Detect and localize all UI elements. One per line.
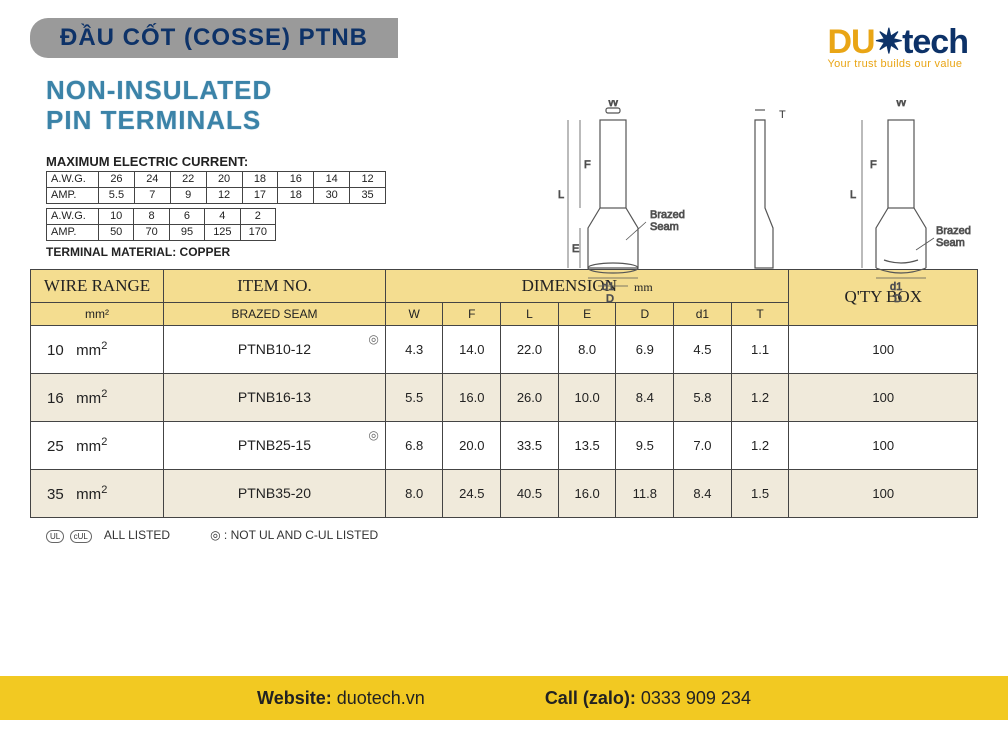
cell-dim: 1.5 xyxy=(731,469,789,517)
cell-item: PTNB25-15◎ xyxy=(164,421,386,469)
cell-dim: 26.0 xyxy=(501,373,559,421)
svg-text:d1: d1 xyxy=(890,281,902,293)
cell-dim: 1.2 xyxy=(731,421,789,469)
max-current-table-2: A.W.G. 10 8 6 4 2 AMP. 50 70 95 125 170 xyxy=(46,208,276,241)
cell-dim: 4.5 xyxy=(674,325,732,373)
cell-item: PTNB16-13 xyxy=(164,373,386,421)
svg-text:Brazed: Brazed xyxy=(936,225,971,237)
cell-dim: 8.4 xyxy=(674,469,732,517)
cell-dim: 14.0 xyxy=(443,325,501,373)
logo-part-du: DU xyxy=(827,23,874,61)
svg-text:T: T xyxy=(779,109,786,121)
cell-dim: 6.8 xyxy=(385,421,443,469)
amp-label: AMP. xyxy=(47,187,99,203)
cell-wire: 10 mm2 xyxy=(31,325,164,373)
cell-dim: 40.5 xyxy=(501,469,559,517)
cul-badge-icon: cUL xyxy=(70,530,92,543)
page-title-text: ĐẦU CỐT (COSSE) PTNB xyxy=(60,24,368,51)
cell-dim: 7.0 xyxy=(674,421,732,469)
cell-wire: 35 mm2 xyxy=(31,469,164,517)
cell-wire: 16 mm2 xyxy=(31,373,164,421)
svg-text:Seam: Seam xyxy=(650,221,679,233)
header-wire-unit: mm² xyxy=(85,307,109,321)
ul-badges: UL cUL ALL LISTED xyxy=(46,528,170,543)
awg-label: A.W.G. xyxy=(47,171,99,187)
cell-dim: 33.5 xyxy=(501,421,559,469)
svg-text:Seam: Seam xyxy=(936,237,965,249)
cell-dim: 10.0 xyxy=(558,373,616,421)
max-current-block: MAXIMUM ELECTRIC CURRENT: A.W.G. 26 24 2… xyxy=(46,154,386,241)
logo-tagline: Your trust builds our value xyxy=(827,58,968,70)
not-ul-listed-note: ◎ : NOT UL AND C-UL LISTED xyxy=(210,528,378,542)
cell-dim: 1.1 xyxy=(731,325,789,373)
table-row: 10 mm2PTNB10-12◎4.314.022.08.06.94.51.11… xyxy=(31,325,978,373)
cell-dim: 8.0 xyxy=(558,325,616,373)
svg-text:W: W xyxy=(896,100,907,109)
cell-dim: 16.0 xyxy=(443,373,501,421)
cell-dim: 5.8 xyxy=(674,373,732,421)
header-item-no: ITEM NO. xyxy=(237,276,312,295)
table-row: 35 mm2PTNB35-208.024.540.516.011.88.41.5… xyxy=(31,469,978,517)
svg-text:Brazed: Brazed xyxy=(650,209,685,221)
cell-dim: 24.5 xyxy=(443,469,501,517)
cell-dim: 1.2 xyxy=(731,373,789,421)
max-current-header: MAXIMUM ELECTRIC CURRENT: xyxy=(46,154,386,169)
svg-text:W: W xyxy=(608,100,619,109)
cell-dim: 13.5 xyxy=(558,421,616,469)
cell-qty: 100 xyxy=(789,469,978,517)
cell-dim: 4.3 xyxy=(385,325,443,373)
cell-qty: 100 xyxy=(789,325,978,373)
cell-item: PTNB35-20 xyxy=(164,469,386,517)
logo-part-tech: tech xyxy=(902,23,968,61)
svg-text:E: E xyxy=(572,243,579,255)
logo-text: DU✷tech xyxy=(827,22,968,62)
svg-text:D: D xyxy=(606,293,614,305)
cell-dim: 8.4 xyxy=(616,373,674,421)
cell-qty: 100 xyxy=(789,373,978,421)
header-brazed-seam: BRAZED SEAM xyxy=(231,307,317,321)
cell-dim: 22.0 xyxy=(501,325,559,373)
cell-qty: 100 xyxy=(789,421,978,469)
svg-text:D: D xyxy=(894,293,902,305)
listed-note: UL cUL ALL LISTED ◎ : NOT UL AND C-UL LI… xyxy=(46,528,1008,543)
table-row: 25 mm2PTNB25-15◎6.820.033.513.59.57.01.2… xyxy=(31,421,978,469)
footer-bar: Website: duotech.vn Call (zalo): 0333 90… xyxy=(0,676,1008,720)
footer-website: Website: duotech.vn xyxy=(257,688,425,709)
table-row: 16 mm2PTNB16-135.516.026.010.08.45.81.21… xyxy=(31,373,978,421)
svg-text:L: L xyxy=(850,189,856,201)
footer-call: Call (zalo): 0333 909 234 xyxy=(545,688,751,709)
svg-text:L: L xyxy=(558,189,564,201)
cell-dim: 8.0 xyxy=(385,469,443,517)
max-current-table-1: A.W.G. 26 24 22 20 18 16 14 12 AMP. 5.5 … xyxy=(46,171,386,204)
cell-dim: 20.0 xyxy=(443,421,501,469)
technical-diagrams: L F E W d1 D Brazed Seam T W xyxy=(558,100,978,310)
cell-dim: 6.9 xyxy=(616,325,674,373)
cell-dim: 9.5 xyxy=(616,421,674,469)
title-bar: ĐẦU CỐT (COSSE) PTNB xyxy=(30,18,398,58)
cell-wire: 25 mm2 xyxy=(31,421,164,469)
header-wire-range: WIRE RANGE xyxy=(44,276,150,295)
cell-dim: 5.5 xyxy=(385,373,443,421)
cell-item: PTNB10-12◎ xyxy=(164,325,386,373)
svg-text:F: F xyxy=(584,159,591,171)
logo-gear-icon: ✷ xyxy=(875,23,903,61)
svg-text:d1: d1 xyxy=(602,281,614,293)
cell-dim: 16.0 xyxy=(558,469,616,517)
company-logo: DU✷tech Your trust builds our value xyxy=(827,22,968,70)
svg-text:F: F xyxy=(870,159,877,171)
cell-dim: 11.8 xyxy=(616,469,674,517)
ul-badge-icon: UL xyxy=(46,530,64,543)
